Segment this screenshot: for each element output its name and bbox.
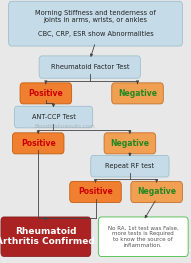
Text: Negative: Negative <box>110 139 149 148</box>
FancyBboxPatch shape <box>112 83 163 104</box>
Text: Rheumatoid
Arthritis Confirmed: Rheumatoid Arthritis Confirmed <box>0 227 95 246</box>
FancyBboxPatch shape <box>39 56 140 78</box>
Text: ANT-CCP Test: ANT-CCP Test <box>32 114 75 120</box>
Text: Rheumatoid Factor Test: Rheumatoid Factor Test <box>51 64 129 70</box>
FancyBboxPatch shape <box>12 133 64 154</box>
FancyBboxPatch shape <box>104 133 156 154</box>
FancyBboxPatch shape <box>1 217 91 256</box>
FancyBboxPatch shape <box>131 181 182 203</box>
Text: Bloodtestsresults.com: Bloodtestsresults.com <box>34 124 95 129</box>
Text: Positive: Positive <box>78 188 113 196</box>
FancyBboxPatch shape <box>14 106 93 128</box>
FancyBboxPatch shape <box>91 155 169 177</box>
FancyBboxPatch shape <box>20 83 72 104</box>
Text: Repeat RF test: Repeat RF test <box>105 163 155 169</box>
FancyBboxPatch shape <box>70 181 121 203</box>
Text: Positive: Positive <box>28 89 63 98</box>
Text: Positive: Positive <box>21 139 56 148</box>
Text: Negative: Negative <box>137 188 176 196</box>
Text: No RA, 1st test was False,
more tests is Required
to know the source of
inflamma: No RA, 1st test was False, more tests is… <box>108 225 179 248</box>
Text: Morning Stiffness and tenderness of
joints in arms, wrists, or ankles

CBC, CRP,: Morning Stiffness and tenderness of join… <box>35 10 156 37</box>
FancyBboxPatch shape <box>98 217 188 256</box>
FancyBboxPatch shape <box>9 1 182 46</box>
Text: Negative: Negative <box>118 89 157 98</box>
